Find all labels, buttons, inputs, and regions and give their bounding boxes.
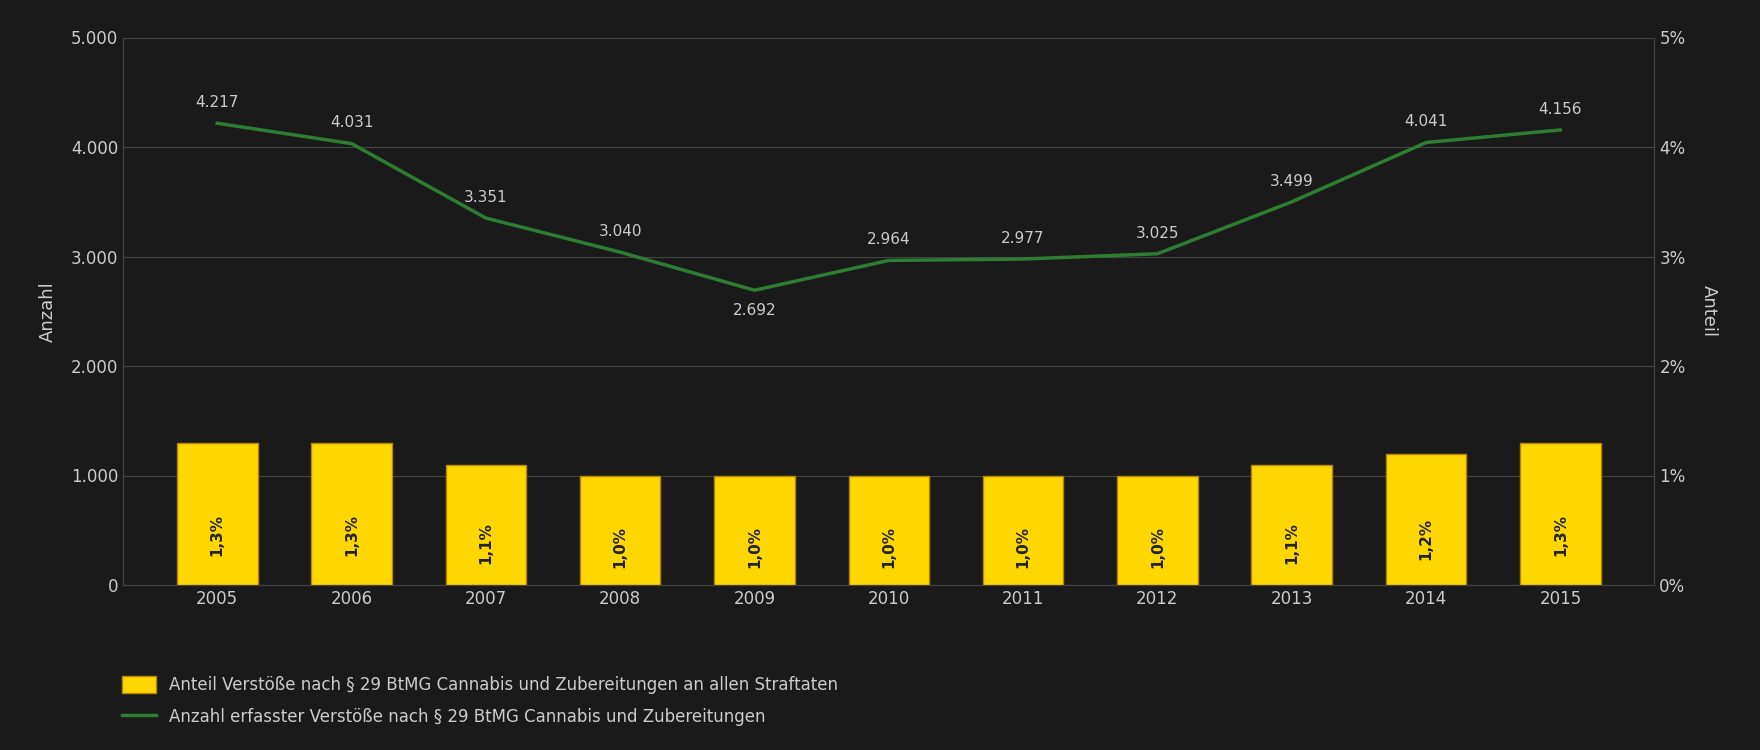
Text: 4.217: 4.217 <box>195 95 239 110</box>
Legend: Anteil Verstöße nach § 29 BtMG Cannabis und Zubereitungen an allen Straftaten, A: Anteil Verstöße nach § 29 BtMG Cannabis … <box>114 668 847 734</box>
Text: 4.041: 4.041 <box>1404 114 1448 129</box>
Bar <box>982 476 1063 585</box>
Bar <box>312 442 392 585</box>
Text: 4.156: 4.156 <box>1538 102 1582 117</box>
Text: 1,1%: 1,1% <box>479 522 493 564</box>
Text: 3.351: 3.351 <box>465 190 507 205</box>
Bar <box>445 464 526 585</box>
Y-axis label: Anzahl: Anzahl <box>39 281 56 342</box>
Text: 2.692: 2.692 <box>732 302 776 317</box>
Text: 3.499: 3.499 <box>1271 174 1313 189</box>
Bar <box>579 476 660 585</box>
Text: 1,0%: 1,0% <box>1016 526 1031 568</box>
Text: 1,0%: 1,0% <box>882 526 896 568</box>
Text: 4.031: 4.031 <box>329 116 373 130</box>
Bar <box>1118 476 1199 585</box>
Text: 1,0%: 1,0% <box>746 526 762 568</box>
Bar <box>1385 454 1466 585</box>
Text: 2.977: 2.977 <box>1001 231 1045 246</box>
Text: 1,3%: 1,3% <box>1552 514 1568 556</box>
Text: 1,3%: 1,3% <box>209 514 225 556</box>
Text: 1,2%: 1,2% <box>1419 518 1434 560</box>
Text: 1,3%: 1,3% <box>343 514 359 556</box>
Bar <box>1521 442 1600 585</box>
Bar <box>715 476 796 585</box>
Text: 1,0%: 1,0% <box>1149 526 1165 568</box>
Bar <box>1251 464 1332 585</box>
Y-axis label: Anteil: Anteil <box>1700 285 1718 338</box>
Text: 1,0%: 1,0% <box>612 526 628 568</box>
Text: 3.025: 3.025 <box>1135 226 1179 241</box>
Bar <box>848 476 929 585</box>
Bar <box>178 442 257 585</box>
Text: 2.964: 2.964 <box>868 232 910 248</box>
Text: 3.040: 3.040 <box>598 224 642 239</box>
Text: 1,1%: 1,1% <box>1285 522 1299 564</box>
